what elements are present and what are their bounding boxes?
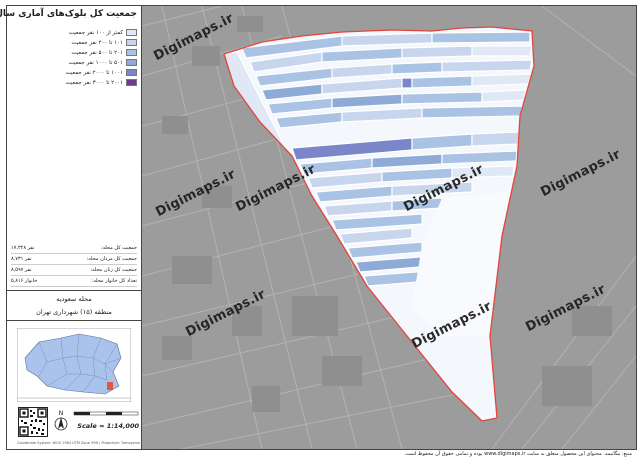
locator-inset-map xyxy=(17,328,131,402)
stat-row: ۸,۵۹۷ نفر جمعیت کل زنان محله: xyxy=(11,265,137,276)
building-blocks xyxy=(162,16,612,412)
legend-item: ۱۰۱ تا ۲۰۰ نفر جمعیت xyxy=(11,38,137,47)
legend-item: کمتر از ۱۰۰ نفر جمعیت xyxy=(11,28,137,37)
legend-item-label: ۲۰۱ تا ۵۰۰ نفر جمعیت xyxy=(71,49,123,56)
stat-value: ۸,۵۹۷ نفر xyxy=(11,267,32,273)
stat-label: جمعیت کل محله: xyxy=(100,245,137,251)
legend-item: ۱۰۰۱ تا ۲۰۰۰ نفر جمعیت xyxy=(11,68,137,77)
legend-item-label: کمتر از ۱۰۰ نفر جمعیت xyxy=(68,29,123,36)
legend-item-label: ۲۰۰۱ تا ۳۰۰۰ نفر جمعیت xyxy=(65,79,124,86)
legend-title: جمعیت کل بلوک‌های آماری سال ۱۳۹۵ xyxy=(0,9,137,19)
stat-label: جمعیت کل زنان محله: xyxy=(90,267,137,273)
highlighted-district xyxy=(107,382,113,390)
legend-item: ۲۰۰۱ تا ۳۰۰۰ نفر جمعیت xyxy=(11,78,137,87)
legend-classes: کمتر از ۱۰۰ نفر جمعیت ۱۰۱ تا ۲۰۰ نفر جمع… xyxy=(11,28,137,88)
stat-label: جمعیت کل مردان محله: xyxy=(86,256,137,262)
legend-panel: جمعیت کل بلوک‌های آماری سال ۱۳۹۵ کمتر از… xyxy=(0,6,145,449)
stat-row: ۱۷,۳۲۸ نفر جمعیت کل محله: xyxy=(11,243,137,254)
scale-text: Scale = 1:14,000 xyxy=(77,422,139,430)
neighborhood-map xyxy=(142,6,636,449)
divider xyxy=(7,290,141,291)
scale-bar xyxy=(73,411,139,416)
qr-code-icon[interactable] xyxy=(18,407,48,437)
stat-value: ۸,۷۳۱ نفر xyxy=(11,256,32,262)
stat-value: ۵,۸۱۶ خانوار xyxy=(11,278,38,284)
copyright-footer: منبع: مگاتیمد. محتوای این محصول متعلق به… xyxy=(404,451,632,457)
legend-swatch xyxy=(126,59,137,66)
legend-swatch xyxy=(126,79,137,86)
legend-swatch xyxy=(126,49,137,56)
legend-item-label: ۱۰۱ تا ۲۰۰ نفر جمعیت xyxy=(71,39,123,46)
divider xyxy=(7,320,141,321)
district-name: منطقه (۱۵) شهرداری تهران xyxy=(36,308,112,316)
census-blocks xyxy=(224,31,533,402)
legend-item: ۵۰۱ تا ۱۰۰۰ نفر جمعیت xyxy=(11,58,137,67)
stat-row: ۵,۸۱۶ خانوار تعداد کل خانوار محله: xyxy=(11,276,137,287)
legend-item-label: ۱۰۰۱ تا ۲۰۰۰ نفر جمعیت xyxy=(65,69,124,76)
legend-swatch xyxy=(126,29,137,36)
map-canvas[interactable]: Digimaps.ir Digimaps.ir Digimaps.ir Digi… xyxy=(142,6,636,449)
legend-item-label: ۵۰۱ تا ۱۰۰۰ نفر جمعیت xyxy=(68,59,123,66)
svg-text:N: N xyxy=(59,410,64,417)
population-stats: ۱۷,۳۲۸ نفر جمعیت کل محله: ۸,۷۳۱ نفر جمعی… xyxy=(11,243,137,287)
legend-swatch xyxy=(126,69,137,76)
stat-value: ۱۷,۳۲۸ نفر xyxy=(11,245,35,251)
stat-row: ۸,۷۳۱ نفر جمعیت کل مردان محله: xyxy=(11,254,137,265)
legend-item: ۲۰۱ تا ۵۰۰ نفر جمعیت xyxy=(11,48,137,57)
neighborhood-name: محله سعودیه xyxy=(56,295,92,303)
neighborhood-boundary xyxy=(223,26,535,422)
legend-swatch xyxy=(126,39,137,46)
coordinate-system-note: Coordinate System: WGS 1984 UTM Zone 39N… xyxy=(17,441,145,445)
stat-label: تعداد کل خانوار محله: xyxy=(91,278,137,284)
north-arrow-icon: N xyxy=(54,410,68,431)
